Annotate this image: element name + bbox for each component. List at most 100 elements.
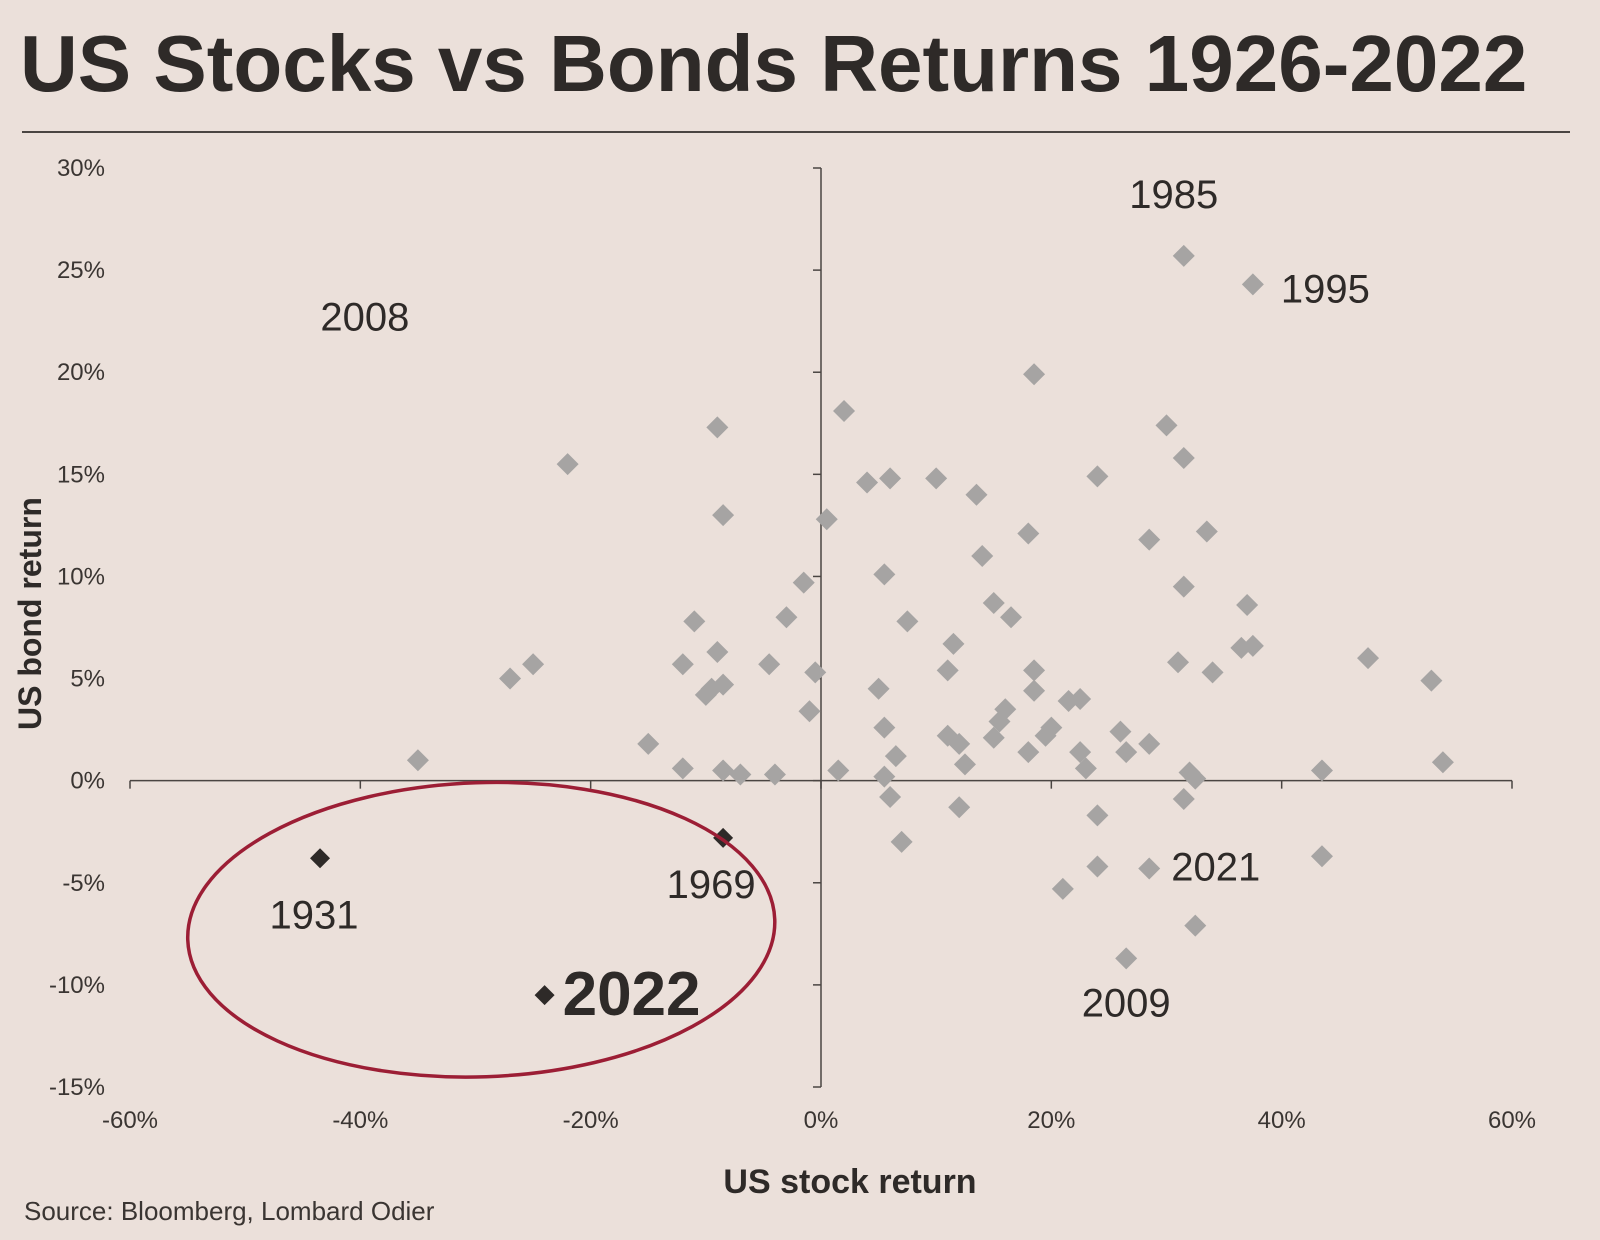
data-point: [556, 453, 579, 476]
x-tick-label: -20%: [563, 1107, 619, 1134]
data-point: [522, 653, 545, 676]
x-tick-label: -40%: [332, 1107, 388, 1134]
data-point: [925, 467, 948, 490]
data-point: [1051, 877, 1074, 900]
data-point: [867, 677, 890, 700]
axes: -60% -40% -20% 0% 20% 40% 60% 30% 25% 20% 15% 10% 5%…: [49, 155, 1536, 1134]
data-point: [1109, 720, 1132, 743]
data-point: [1184, 914, 1207, 937]
data-point: [637, 732, 660, 755]
data-points: [310, 244, 1454, 1006]
data-point: [971, 545, 994, 568]
x-axis-label: US stock return: [723, 1163, 977, 1201]
data-point: [712, 504, 735, 527]
data-point: [775, 606, 798, 629]
data-point: [1138, 732, 1161, 755]
data-point: [879, 467, 902, 490]
data-point: [827, 759, 850, 782]
data-point: [873, 716, 896, 739]
data-point: [1023, 679, 1046, 702]
y-tick-label: 15%: [57, 461, 105, 488]
data-point: [948, 732, 971, 755]
data-point: [712, 673, 735, 696]
data-point: [712, 759, 735, 782]
data-point: [1115, 947, 1138, 970]
annotation-label-2022: 2022: [563, 960, 701, 1029]
data-point: [1138, 528, 1161, 551]
y-tick-label: 20%: [57, 359, 105, 386]
y-tick-label: 30%: [57, 155, 105, 182]
data-point: [406, 749, 429, 772]
data-point: [1086, 804, 1109, 827]
data-point: [1236, 594, 1259, 617]
annotation-label-1985: 1985: [1129, 173, 1218, 217]
data-point: [1310, 845, 1333, 868]
data-point: [994, 698, 1017, 721]
data-point: [1040, 716, 1063, 739]
data-point: [982, 726, 1005, 749]
chart-title: US Stocks vs Bonds Returns 1926-2022: [20, 19, 1528, 108]
data-point: [1431, 751, 1454, 774]
data-point: [1420, 669, 1443, 692]
data-point: [1172, 575, 1195, 598]
annotation-label-1969: 1969: [667, 863, 756, 907]
annotation-label-1995: 1995: [1281, 267, 1370, 311]
y-tick-label: -15%: [49, 1074, 105, 1101]
highlight-ellipse: [185, 780, 777, 1079]
data-point: [884, 745, 907, 768]
data-point: [1195, 520, 1218, 543]
data-point: [953, 753, 976, 776]
data-point: [833, 400, 856, 423]
data-point: [948, 796, 971, 819]
data-point: [804, 661, 827, 684]
data-point: [1172, 446, 1195, 469]
data-point: [1172, 244, 1195, 267]
data-point: [1086, 465, 1109, 488]
data-point: [671, 757, 694, 780]
x-tick-label: 0%: [804, 1107, 839, 1134]
y-tick-label: 25%: [57, 257, 105, 284]
data-point: [1241, 634, 1264, 657]
y-tick-label: 5%: [70, 666, 105, 693]
data-point: [936, 659, 959, 682]
data-point: [1023, 659, 1046, 682]
data-point: [1184, 767, 1207, 790]
data-point: [1172, 788, 1195, 811]
data-point: [729, 763, 752, 786]
data-point: [1017, 741, 1040, 764]
data-point: [890, 830, 913, 853]
data-point: [982, 591, 1005, 614]
data-point: [965, 483, 988, 506]
data-point: [499, 667, 522, 690]
data-point: [879, 786, 902, 809]
annotation-label-2009: 2009: [1082, 981, 1171, 1025]
x-tick-label: -60%: [102, 1107, 158, 1134]
data-point: [1023, 363, 1046, 386]
title-divider: [22, 131, 1570, 133]
annotation-label-2021: 2021: [1171, 845, 1260, 889]
data-point: [1069, 687, 1092, 710]
data-point: [1155, 414, 1178, 437]
data-point: [1310, 759, 1333, 782]
data-point: [873, 765, 896, 788]
data-point: [942, 632, 965, 655]
data-point: [1167, 651, 1190, 674]
data-point: [1357, 647, 1380, 670]
y-tick-label: 10%: [57, 563, 105, 590]
highlight-point: [310, 848, 331, 869]
data-point: [758, 653, 781, 676]
data-point: [873, 563, 896, 586]
data-point: [896, 610, 919, 633]
y-tick-label: -10%: [49, 972, 105, 999]
data-point: [1201, 661, 1224, 684]
data-point: [683, 610, 706, 633]
data-point: [1138, 857, 1161, 880]
data-point: [1074, 757, 1097, 780]
data-point: [1086, 855, 1109, 878]
data-point: [706, 641, 729, 664]
data-point: [1115, 741, 1138, 764]
data-point: [815, 508, 838, 531]
annotation-label-1931: 1931: [270, 893, 359, 937]
highlight-point: [534, 985, 555, 1006]
